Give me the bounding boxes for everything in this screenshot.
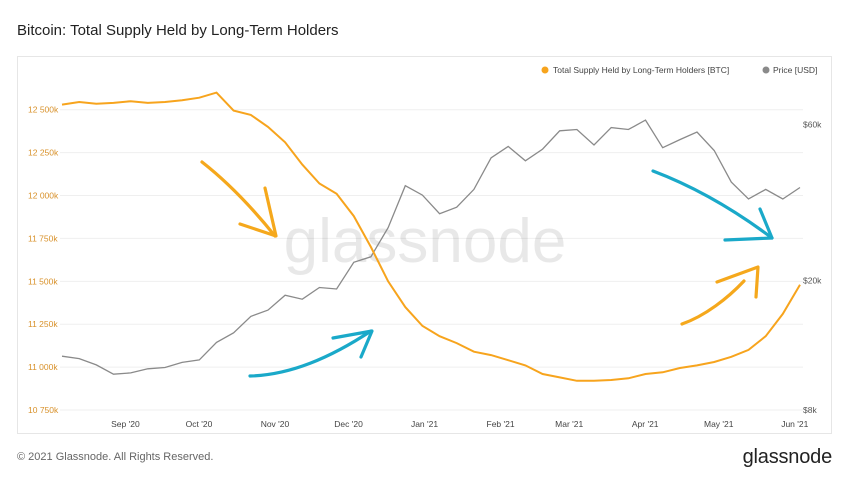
x-tick-label: Jun '21 bbox=[781, 419, 808, 429]
copyright-text: © 2021 Glassnode. All Rights Reserved. bbox=[17, 451, 214, 463]
x-axis: Sep '20 Oct '20 Nov '20 Dec '20 Jan '21 Feb '… bbox=[111, 419, 808, 429]
x-tick-label: Oct '20 bbox=[186, 419, 213, 429]
x-tick-label: Mar '21 bbox=[555, 419, 583, 429]
x-tick-label: Dec '20 bbox=[334, 419, 363, 429]
chart-frame bbox=[17, 56, 832, 434]
glassnode-logo[interactable]: glassnode bbox=[742, 446, 833, 468]
legend-label-price: Price [USD] bbox=[773, 65, 817, 75]
annotation-arrows bbox=[200, 160, 774, 378]
left-tick-label: 11 500k bbox=[28, 276, 58, 286]
legend-label-lth: Total Supply Held by Long-Term Holders [… bbox=[553, 65, 729, 75]
right-tick-label: $8k bbox=[803, 405, 817, 415]
right-axis: $8k $20k $60k bbox=[803, 120, 822, 415]
left-tick-label: 12 000k bbox=[28, 191, 59, 201]
x-tick-label: Feb '21 bbox=[487, 419, 515, 429]
right-tick-label: $60k bbox=[803, 120, 822, 130]
lth-series-line bbox=[61, 91, 801, 382]
x-tick-label: Jan '21 bbox=[411, 419, 438, 429]
arrow-blue-up bbox=[248, 329, 374, 378]
legend-dot-lth bbox=[541, 66, 549, 74]
left-tick-label: 12 250k bbox=[28, 148, 59, 158]
left-tick-label: 11 000k bbox=[28, 362, 58, 372]
chart-legend: Total Supply Held by Long-Term Holders [… bbox=[541, 65, 817, 75]
x-tick-label: May '21 bbox=[704, 419, 734, 429]
chart-title: Bitcoin: Total Supply Held by Long-Term … bbox=[17, 22, 339, 39]
left-tick-label: 12 500k bbox=[28, 105, 59, 115]
watermark-text: glassnode bbox=[284, 207, 567, 276]
left-tick-label: 11 750k bbox=[28, 233, 58, 243]
grid-lines bbox=[60, 109, 803, 411]
x-tick-label: Nov '20 bbox=[261, 419, 290, 429]
legend-dot-price bbox=[762, 66, 770, 74]
arrow-blue-down bbox=[651, 169, 774, 242]
arrow-orange-down bbox=[200, 160, 278, 238]
left-tick-label: 10 750k bbox=[28, 405, 59, 415]
right-tick-label: $20k bbox=[803, 275, 822, 285]
arrow-orange-up bbox=[680, 265, 760, 326]
left-axis: 10 750k 11 000k 11 250k 11 500k 11 750k 12 00… bbox=[28, 105, 59, 415]
price-series-line bbox=[61, 119, 801, 375]
x-tick-label: Apr '21 bbox=[632, 419, 659, 429]
x-tick-label: Sep '20 bbox=[111, 419, 140, 429]
left-tick-label: 11 250k bbox=[28, 319, 58, 329]
